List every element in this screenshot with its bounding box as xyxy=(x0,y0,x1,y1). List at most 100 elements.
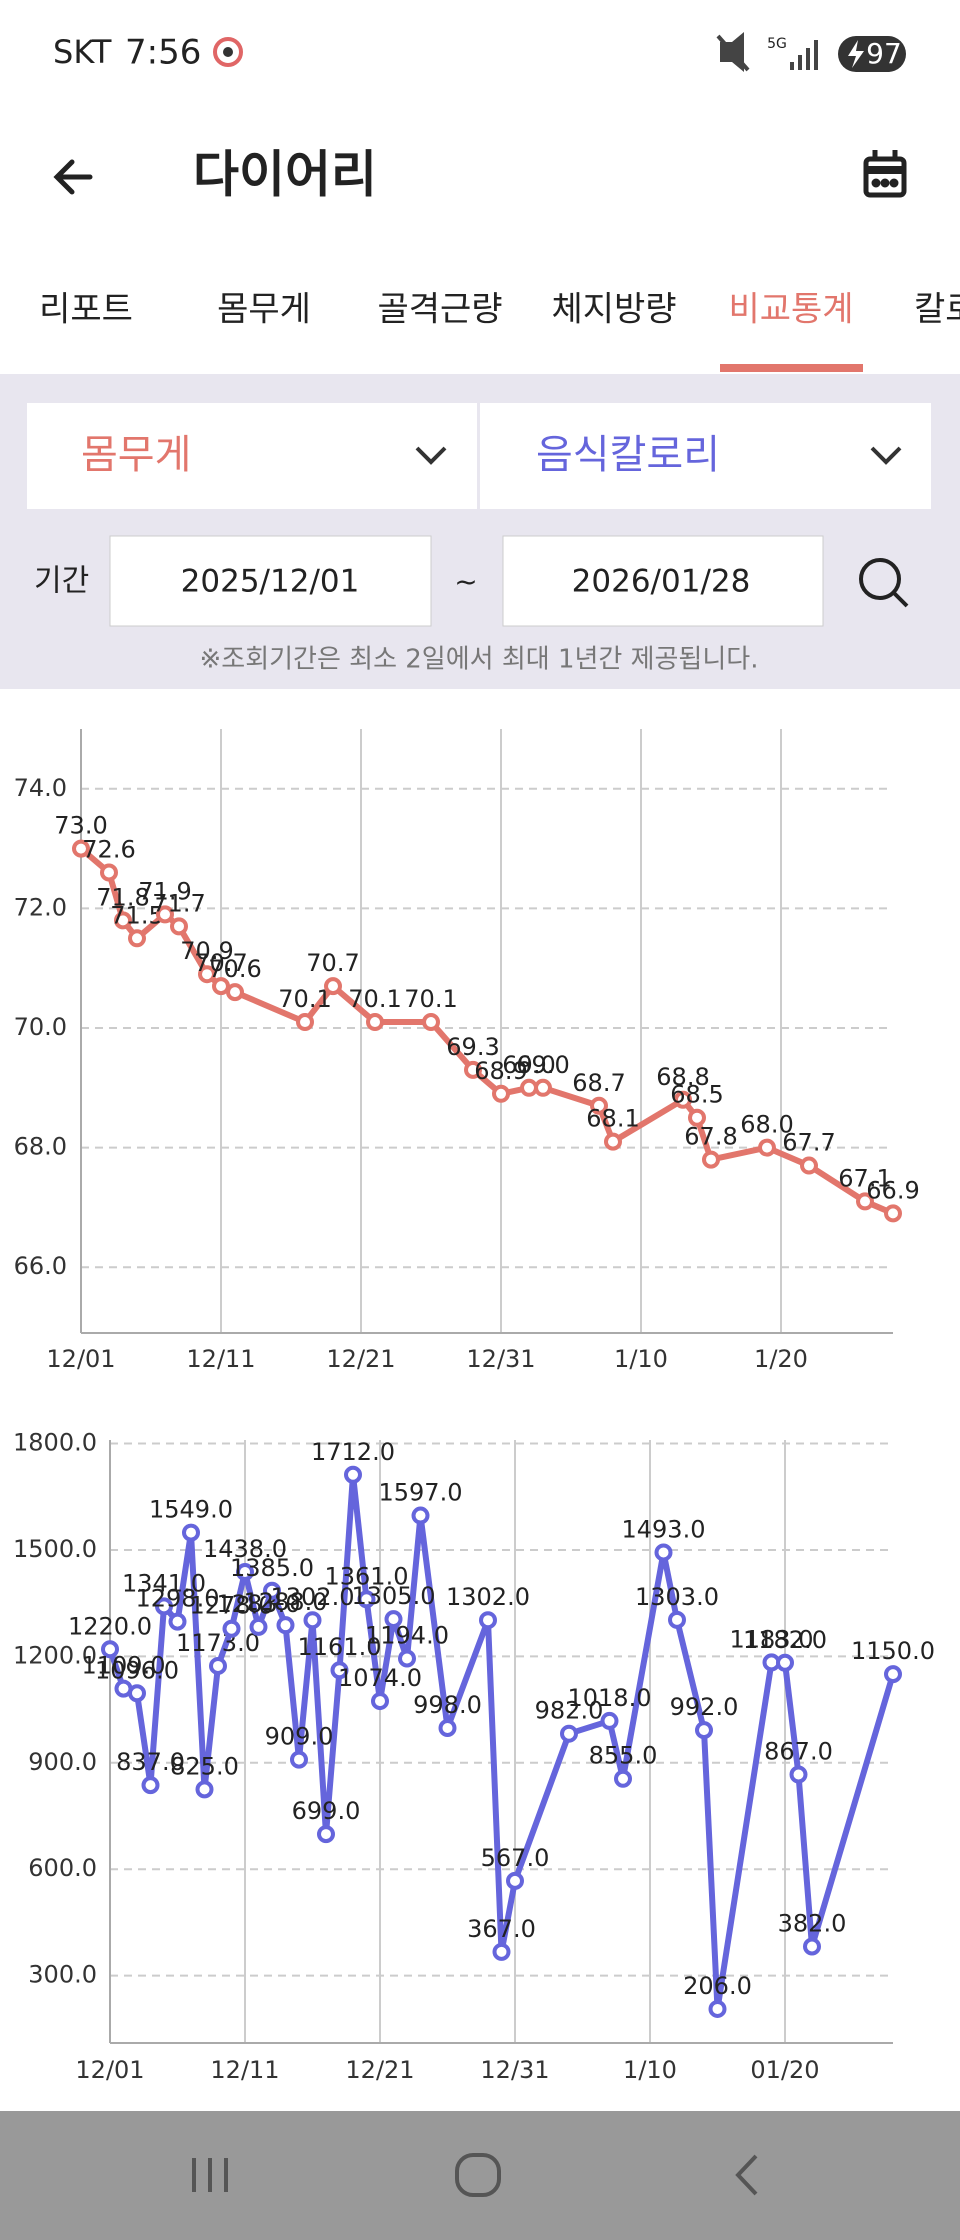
chevron xyxy=(415,446,447,465)
tab[interactable]: 골격근량 xyxy=(377,290,502,330)
point xyxy=(344,1465,362,1484)
data-label: 68.5 xyxy=(670,1081,723,1109)
back-button[interactable] xyxy=(53,159,93,195)
right-select[interactable] xyxy=(480,403,931,509)
y-tick-label: 74.0 xyxy=(14,774,67,802)
point xyxy=(72,839,90,858)
tab[interactable]: 리포트 xyxy=(39,290,133,330)
left-select-text: 몸무게 xyxy=(81,432,191,478)
point xyxy=(236,1562,254,1581)
point xyxy=(384,1610,403,1629)
point xyxy=(170,917,188,936)
data-label: 567.0 xyxy=(481,1844,550,1872)
point xyxy=(222,1619,241,1638)
data-label: 1303.0 xyxy=(635,1583,719,1611)
point xyxy=(296,1013,314,1032)
data-label: 992.0 xyxy=(670,1693,739,1721)
data-label: 1302.0 xyxy=(271,1583,355,1611)
data-label: 66.9 xyxy=(866,1176,919,1204)
nav-recent[interactable] xyxy=(192,2158,228,2192)
point xyxy=(492,1942,511,1961)
start-date[interactable] xyxy=(109,535,432,627)
data-label: 825.0 xyxy=(170,1752,239,1780)
data-label: 1109.0 xyxy=(82,1652,166,1680)
point xyxy=(226,983,244,1002)
data-label: 998.0 xyxy=(413,1691,482,1719)
data-label: 1302.0 xyxy=(446,1583,530,1611)
x-tick-label: 12/11 xyxy=(210,2056,279,2084)
data-label: 68.1 xyxy=(586,1105,639,1133)
data-label: 68.0 xyxy=(740,1111,793,1139)
point xyxy=(688,1108,706,1127)
point xyxy=(324,977,342,996)
point xyxy=(520,1078,538,1097)
x-tick-label: 12/31 xyxy=(466,1345,535,1373)
data-label: 70.7 xyxy=(194,949,247,977)
data-label: 1438.0 xyxy=(203,1535,287,1563)
x-tick-label: 12/01 xyxy=(75,2056,144,2084)
data-label: 69.0 xyxy=(516,1051,569,1079)
point xyxy=(198,965,216,984)
data-label: 1597.0 xyxy=(379,1479,463,1507)
x-tick-label: 1/20 xyxy=(754,1345,808,1373)
x-tick-label: 12/21 xyxy=(345,2056,414,2084)
point xyxy=(212,977,230,996)
data-label: 73.0 xyxy=(54,812,107,840)
data-label: 67.7 xyxy=(782,1129,835,1157)
x-tick-label: 12/01 xyxy=(46,1345,115,1373)
tab[interactable]: 칼로리 xyxy=(914,290,960,330)
point xyxy=(371,1692,389,1711)
right-select-text: 음식칼로리 xyxy=(536,432,720,478)
data-label: 70.1 xyxy=(404,985,457,1013)
calendar-button[interactable] xyxy=(863,150,907,198)
point xyxy=(758,1138,776,1157)
tab-indicator xyxy=(720,364,863,372)
point xyxy=(702,1150,720,1169)
point xyxy=(776,1653,794,1672)
point xyxy=(290,1750,308,1769)
point xyxy=(411,1506,430,1525)
data-label: 71.9 xyxy=(138,877,191,905)
left-select[interactable] xyxy=(27,403,477,509)
search-button[interactable] xyxy=(859,558,909,608)
point xyxy=(708,1999,727,2018)
data-label: 72.6 xyxy=(82,836,135,864)
data-label: 1549.0 xyxy=(149,1496,233,1524)
data-label: 70.6 xyxy=(208,955,261,983)
data-label: 70.7 xyxy=(306,949,359,977)
data-label: 1183.0 xyxy=(730,1625,814,1653)
data-label: 71.5 xyxy=(110,901,163,929)
point xyxy=(695,1721,713,1740)
data-label: 67.8 xyxy=(684,1123,737,1151)
point xyxy=(800,1156,818,1175)
data-label: 1161.0 xyxy=(298,1633,382,1661)
time: 7:56 xyxy=(125,33,201,73)
y-tick-label: 66.0 xyxy=(14,1252,67,1280)
x-tick-label: 12/11 xyxy=(186,1345,255,1373)
point xyxy=(330,1661,349,1680)
point xyxy=(209,1656,227,1675)
data-label: 982.0 xyxy=(535,1697,604,1725)
point xyxy=(654,1543,673,1562)
y-tick-label: 68.0 xyxy=(14,1133,67,1161)
separator: ~ xyxy=(454,565,477,598)
data-label: 71.8 xyxy=(96,883,149,911)
point xyxy=(560,1724,578,1743)
y-tick-label: 300.0 xyxy=(28,1961,97,1989)
tab[interactable]: 몸무게 xyxy=(217,290,311,330)
point xyxy=(317,1825,335,1844)
data-label: 699.0 xyxy=(292,1797,361,1825)
tab[interactable]: 체지방량 xyxy=(551,290,676,330)
point xyxy=(590,1096,608,1115)
nav-back[interactable] xyxy=(735,2154,758,2196)
tab-active[interactable]: 비교통계 xyxy=(728,290,853,330)
point xyxy=(492,1084,510,1103)
data-label: 909.0 xyxy=(265,1723,334,1751)
data-label: 1712.0 xyxy=(311,1438,395,1466)
point xyxy=(789,1765,808,1784)
end-date[interactable] xyxy=(502,535,824,627)
point xyxy=(506,1871,524,1890)
point xyxy=(263,1581,281,1600)
nav-home[interactable] xyxy=(455,2153,501,2197)
